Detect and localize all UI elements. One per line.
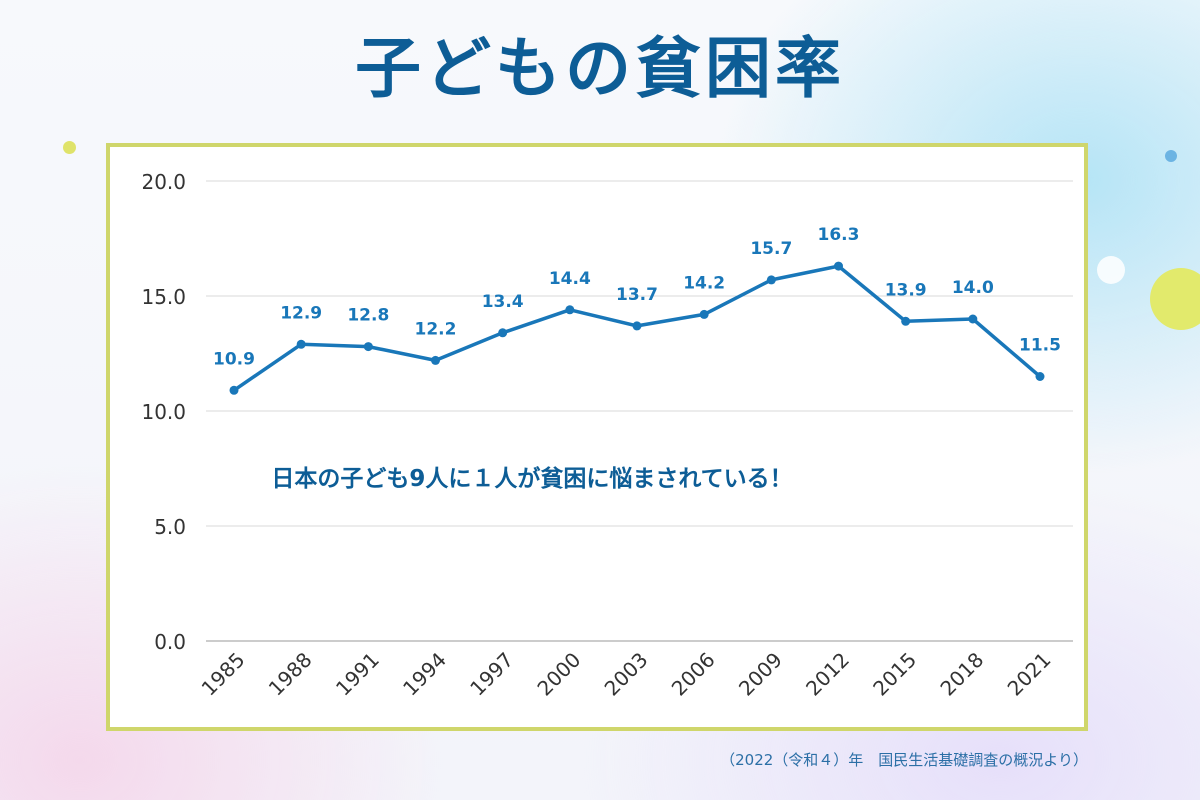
data-point <box>968 314 978 324</box>
data-point <box>296 339 306 349</box>
x-axis-ticks: 1985 1988 1991 1994 1997 2000 2003 2006 2009 2012… <box>197 648 1056 701</box>
data-label: 10.9 <box>213 349 255 369</box>
source-note: （2022（令和４）年 国民生活基礎調査の概況より） <box>720 751 1088 769</box>
x-tick-label: 2003 <box>600 648 653 701</box>
decor-dot-blue-small <box>1165 150 1177 162</box>
x-tick-label: 1997 <box>465 648 518 701</box>
x-tick-label: 2015 <box>868 648 921 701</box>
x-tick-label: 1985 <box>197 648 250 701</box>
data-label: 13.9 <box>885 280 927 300</box>
x-tick-label: 2009 <box>734 648 787 701</box>
x-tick-label: 2000 <box>532 648 585 701</box>
data-point <box>699 309 709 319</box>
y-axis-ticks: 0.0 5.0 10.0 15.0 20.0 <box>141 170 186 654</box>
decor-dot-yellow-small <box>63 141 76 154</box>
x-tick-label: 1994 <box>398 648 451 701</box>
x-tick-label: 2018 <box>935 648 988 701</box>
data-point <box>834 261 843 271</box>
data-label: 14.4 <box>549 269 591 289</box>
data-label: 12.9 <box>280 303 322 323</box>
data-label: 14.2 <box>683 273 725 293</box>
gridlines <box>206 180 1073 642</box>
data-point <box>632 321 642 331</box>
data-point <box>1035 372 1045 381</box>
data-label: 15.7 <box>750 239 792 259</box>
data-point <box>565 305 575 315</box>
chart-annotation: 日本の子ども9人に１人が貧困に悩まされている！ <box>271 465 792 492</box>
data-label: 13.4 <box>482 292 524 312</box>
data-label: 11.5 <box>1019 336 1061 356</box>
x-tick-label: 1988 <box>264 648 317 701</box>
decor-dot-yellow-large <box>1150 268 1200 330</box>
data-point <box>766 275 776 285</box>
x-tick-label: 2012 <box>801 648 854 701</box>
y-tick-label: 5.0 <box>154 515 186 539</box>
y-tick-label: 0.0 <box>154 630 186 654</box>
data-point <box>229 385 239 395</box>
y-tick-label: 10.0 <box>141 400 186 424</box>
data-label: 16.3 <box>818 225 860 245</box>
y-tick-label: 15.0 <box>141 285 186 309</box>
decor-dot-white <box>1097 256 1125 284</box>
data-label: 14.0 <box>952 278 994 298</box>
data-point <box>498 328 508 338</box>
x-tick-label: 2006 <box>667 648 720 701</box>
page-title: 子どもの貧困率 <box>355 30 845 107</box>
x-tick-label: 2021 <box>1003 648 1056 701</box>
data-point <box>363 342 373 352</box>
chart-frame: 0.0 5.0 10.0 15.0 20.0 1985 1988 1991 1994 1997 2… <box>106 143 1088 731</box>
series-line <box>229 261 1045 395</box>
data-label: 12.2 <box>415 319 457 339</box>
data-label: 13.7 <box>616 285 658 305</box>
data-point <box>901 316 911 326</box>
data-labels: 10.9 12.9 12.8 12.2 13.4 14.4 13.7 14.2 15.7 16.3… <box>213 225 1061 369</box>
y-tick-label: 20.0 <box>141 170 186 194</box>
x-tick-label: 1991 <box>331 648 384 701</box>
line-chart: 0.0 5.0 10.0 15.0 20.0 1985 1988 1991 1994 1997 2… <box>141 170 1073 701</box>
data-label: 12.8 <box>347 306 389 326</box>
data-point <box>431 355 440 365</box>
